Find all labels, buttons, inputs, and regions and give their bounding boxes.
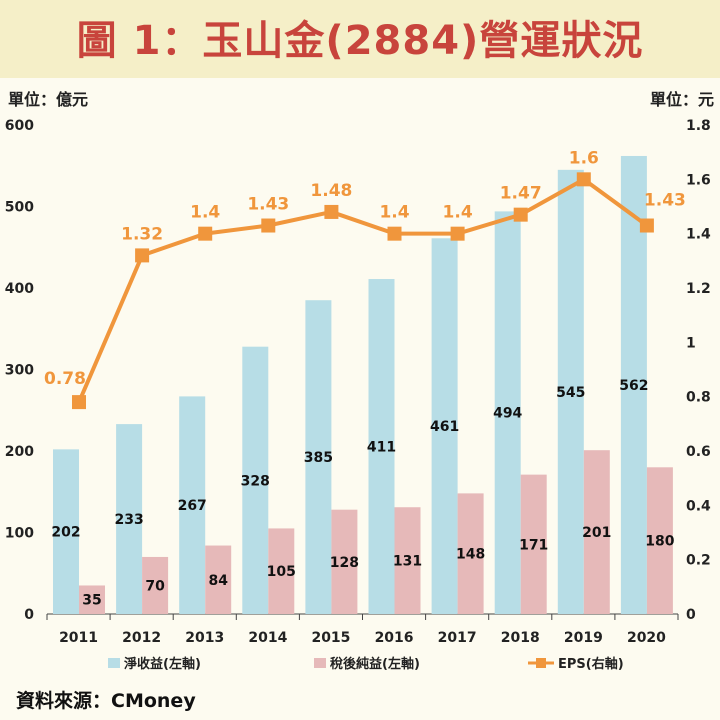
eps-label: 1.47: [500, 184, 542, 204]
net-income-bar: [331, 509, 358, 614]
y2-tick-label: 1.8: [686, 118, 711, 134]
net-revenue-bar: [557, 169, 584, 614]
net-income-bar: [520, 474, 547, 614]
y2-tick-label: 0.2: [686, 553, 711, 569]
eps-label: 1.32: [121, 224, 163, 244]
eps-label: 1.48: [310, 181, 352, 201]
y-tick-label: 300: [5, 363, 34, 379]
x-tick-label: 2019: [564, 630, 603, 646]
y-tick-label: 400: [5, 281, 34, 297]
y2-tick-label: 1: [686, 335, 696, 351]
eps-label: 1.6: [569, 148, 599, 168]
legend-label-net-income: 稅後純益(左軸): [330, 656, 420, 672]
net-income-label: 84: [208, 573, 228, 589]
eps-label: 1.4: [443, 203, 473, 223]
x-tick-label: 2018: [501, 630, 540, 646]
net-income-label: 128: [330, 555, 359, 571]
y2-tick-label: 0: [686, 607, 696, 623]
eps-marker: [261, 218, 276, 233]
legend-swatch-net-income: [314, 658, 326, 668]
y-tick-label: 600: [5, 118, 34, 134]
net-income-label: 171: [519, 537, 548, 553]
net-revenue-bar: [305, 300, 332, 614]
x-tick-label: 2013: [185, 630, 224, 646]
net-revenue-bar: [242, 346, 269, 614]
y-tick-label: 200: [5, 444, 34, 460]
net-income-label: 35: [82, 593, 101, 609]
y2-tick-label: 0.6: [686, 444, 711, 460]
net-income-bar: [79, 585, 105, 614]
x-tick-label: 2020: [627, 630, 666, 646]
eps-marker: [576, 172, 591, 187]
left-axis-unit: 單位：億元: [8, 90, 89, 109]
net-revenue-bar: [53, 449, 79, 614]
net-income-label: 201: [582, 525, 611, 541]
x-tick-label: 2012: [122, 630, 161, 646]
x-tick-label: 2015: [311, 630, 350, 646]
net-income-bar: [646, 467, 673, 614]
eps-marker: [387, 226, 402, 241]
eps-label: 1.43: [644, 191, 686, 211]
eps-line: [77, 177, 649, 403]
y2-tick-label: 0.8: [686, 390, 711, 406]
y2-tick-label: 1.4: [686, 227, 711, 243]
net-revenue-label: 411: [367, 440, 396, 456]
eps-marker: [513, 207, 528, 222]
net-income-bar: [394, 507, 421, 614]
legend-label-net-revenue: 淨收益(左軸): [124, 656, 201, 672]
eps-marker: [135, 248, 150, 263]
net-revenue-label: 461: [430, 419, 459, 435]
net-income-bar: [205, 545, 232, 614]
net-revenue-bar: [179, 396, 206, 614]
x-tick-label: 2017: [438, 630, 477, 646]
y-tick-label: 100: [5, 526, 34, 542]
net-revenue-bar: [116, 424, 143, 614]
net-revenue-label: 202: [51, 525, 80, 541]
eps-marker: [639, 218, 654, 233]
net-revenue-label: 545: [556, 385, 585, 401]
eps-label: 1.4: [379, 203, 409, 223]
net-income-bar: [583, 450, 610, 614]
net-income-label: 148: [456, 547, 485, 563]
net-income-label: 131: [393, 554, 422, 570]
net-revenue-bar: [494, 211, 521, 614]
x-tick-label: 2016: [375, 630, 414, 646]
net-revenue-label: 562: [619, 378, 648, 394]
right-axis-unit: 單位：元: [649, 90, 714, 109]
eps-marker: [198, 226, 213, 241]
net-income-bar: [268, 528, 295, 614]
net-income-label: 70: [145, 578, 165, 594]
eps-marker: [72, 395, 86, 410]
net-income-bar: [457, 493, 484, 614]
eps-marker: [450, 226, 465, 241]
net-income-label: 180: [645, 534, 674, 550]
net-revenue-label: 385: [304, 450, 333, 466]
x-tick-label: 2014: [248, 630, 287, 646]
net-revenue-bar: [368, 279, 395, 614]
y2-tick-label: 1.2: [686, 281, 711, 297]
net-revenue-label: 494: [493, 406, 522, 422]
source-note: 資料來源：CMoney: [16, 690, 196, 712]
net-revenue-label: 233: [114, 512, 143, 528]
y2-tick-label: 1.6: [686, 172, 711, 188]
net-revenue-bar: [431, 238, 458, 614]
eps-label: 0.78: [44, 369, 86, 389]
y-tick-label: 500: [5, 200, 34, 216]
x-tick-label: 2011: [59, 630, 98, 646]
net-revenue-label: 328: [241, 473, 270, 489]
eps-marker: [324, 204, 339, 219]
legend-label-eps: EPS(右軸): [558, 656, 624, 672]
y-tick-label: 0: [24, 607, 34, 623]
net-income-bar: [142, 556, 169, 614]
net-income-label: 105: [267, 564, 296, 580]
title-band: [0, 0, 720, 78]
legend-swatch-net-revenue: [108, 658, 120, 668]
legend-marker-eps: [536, 658, 546, 668]
chart-title: 圖 1：玉山金(2884)營運狀況: [76, 18, 644, 64]
eps-label: 1.4: [190, 203, 220, 223]
eps-label: 1.43: [247, 195, 289, 215]
y2-tick-label: 0.4: [686, 498, 711, 514]
net-revenue-label: 267: [178, 498, 207, 514]
